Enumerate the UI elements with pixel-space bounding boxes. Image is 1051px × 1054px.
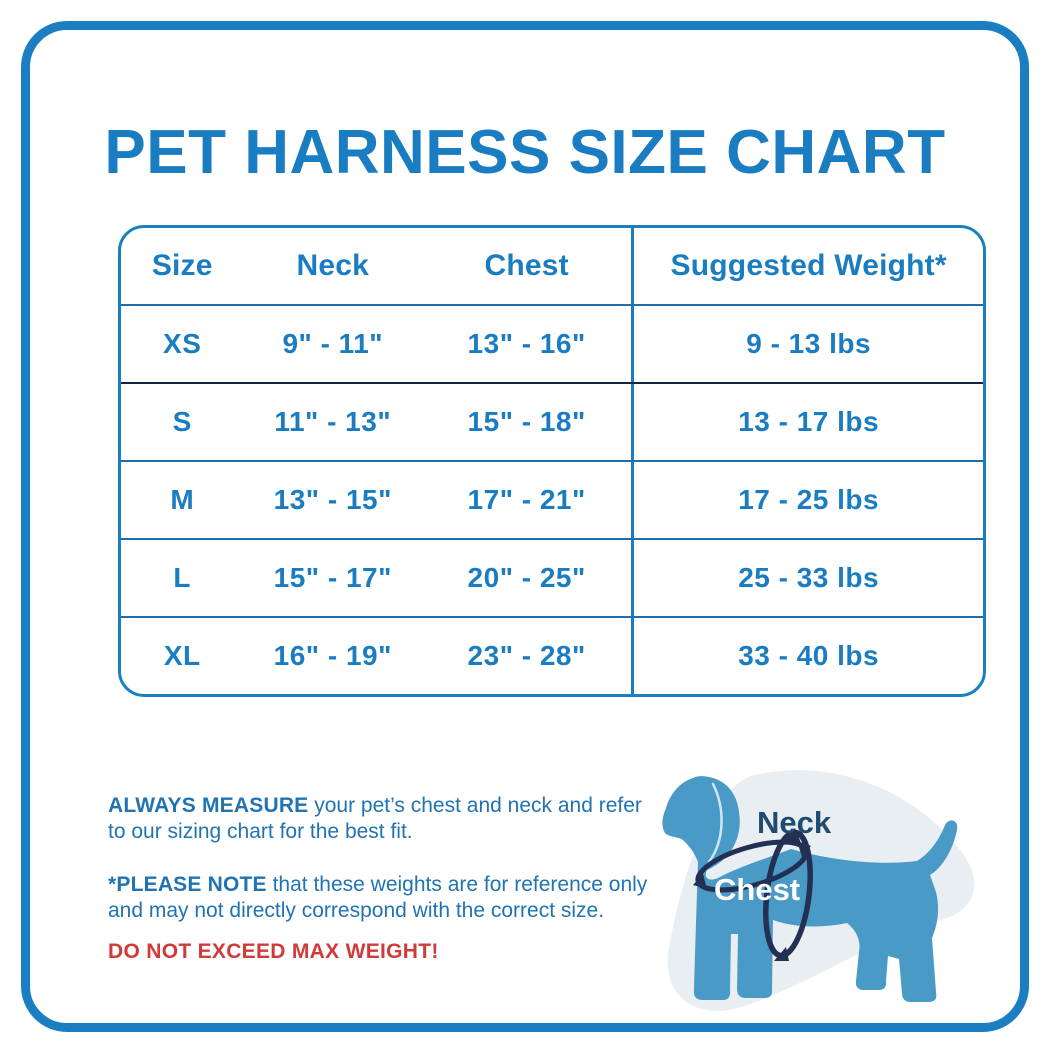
cell-weight: 13 - 17 lbs — [738, 406, 880, 437]
neck-ring-arrowhead-left — [693, 874, 707, 889]
cell-chest: 20" - 25" — [467, 562, 586, 593]
header-neck: Neck — [296, 249, 370, 282]
table-header-left: Size Neck Chest — [121, 228, 631, 304]
cell-size: XL — [163, 640, 201, 671]
cell-neck: 16" - 19" — [273, 640, 392, 671]
table-row-xs: XS 9" - 11" 13" - 16" 9 - 13 lbs — [121, 304, 983, 382]
cell-size: XS — [163, 328, 202, 359]
size-table: Size Neck Chest Suggested Weight* XS 9" … — [118, 225, 986, 697]
cell-neck: 13" - 15" — [273, 484, 392, 515]
chest-ring-arrowhead-bottom — [774, 947, 789, 961]
cell-chest: 17" - 21" — [467, 484, 586, 515]
cell-size: S — [172, 406, 192, 437]
neck-label: Neck — [757, 805, 832, 840]
cell-weight: 33 - 40 lbs — [738, 640, 880, 671]
header-chest: Chest — [484, 249, 569, 282]
cell-chest: 13" - 16" — [467, 328, 586, 359]
cell-size: L — [173, 562, 192, 593]
note-bold: ALWAYS MEASURE — [108, 794, 309, 817]
note-always-measure: ALWAYS MEASURE your pet’s chest and neck… — [108, 794, 642, 843]
table-row-xl: XL 16" - 19" 23" - 28" 33 - 40 lbs — [121, 616, 983, 694]
cell-chest: 23" - 28" — [467, 640, 586, 671]
table-header-row: Size Neck Chest Suggested Weight* — [121, 228, 983, 304]
note-please-note: *PLEASE NOTE that these weights are for … — [108, 873, 648, 922]
measurement-notes: ALWAYS MEASURE your pet’s chest and neck… — [108, 793, 660, 992]
size-chart-card: PET HARNESS SIZE CHART Size Neck Chest S… — [21, 21, 1029, 1032]
table-header-right: Suggested Weight* — [631, 228, 983, 304]
dog-illustration: Neck Chest — [662, 770, 975, 1011]
cell-chest: 15" - 18" — [467, 406, 586, 437]
cell-neck: 9" - 11" — [282, 328, 384, 359]
table-row-m: M 13" - 15" 17" - 21" 17 - 25 lbs — [121, 460, 983, 538]
cell-neck: 11" - 13" — [274, 406, 392, 437]
chest-label: Chest — [714, 872, 800, 907]
chest-ring-arrowhead-top — [785, 828, 801, 843]
dog-measurement-diagram: Neck Chest — [633, 742, 1045, 1042]
header-size: Size — [151, 249, 213, 282]
note-bold: *PLEASE NOTE — [108, 873, 267, 896]
table-row-l: L 15" - 17" 20" - 25" 25 - 33 lbs — [121, 538, 983, 616]
cell-size: M — [170, 484, 195, 515]
header-weight: Suggested Weight* — [670, 249, 947, 282]
table-row-s: S 11" - 13" 15" - 18" 13 - 17 lbs — [121, 382, 983, 460]
cell-weight: 9 - 13 lbs — [746, 328, 872, 359]
cell-weight: 17 - 25 lbs — [738, 484, 880, 515]
cell-neck: 15" - 17" — [273, 562, 392, 593]
max-weight-warning: DO NOT EXCEED MAX WEIGHT! — [108, 940, 439, 963]
page-title: PET HARNESS SIZE CHART — [104, 118, 946, 187]
cell-weight: 25 - 33 lbs — [738, 562, 880, 593]
ear-outline — [707, 782, 723, 864]
